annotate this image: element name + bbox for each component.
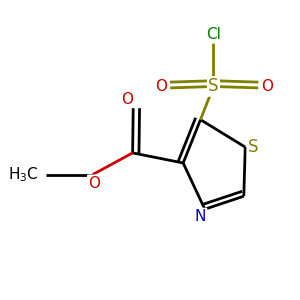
Text: Cl: Cl bbox=[206, 27, 221, 42]
Text: H$_3$C: H$_3$C bbox=[8, 165, 39, 184]
Text: S: S bbox=[248, 138, 259, 156]
Text: O: O bbox=[121, 92, 133, 107]
Text: N: N bbox=[195, 209, 206, 224]
Text: S: S bbox=[208, 77, 219, 95]
Text: O: O bbox=[88, 176, 100, 191]
Text: O: O bbox=[261, 79, 273, 94]
Text: O: O bbox=[155, 79, 167, 94]
